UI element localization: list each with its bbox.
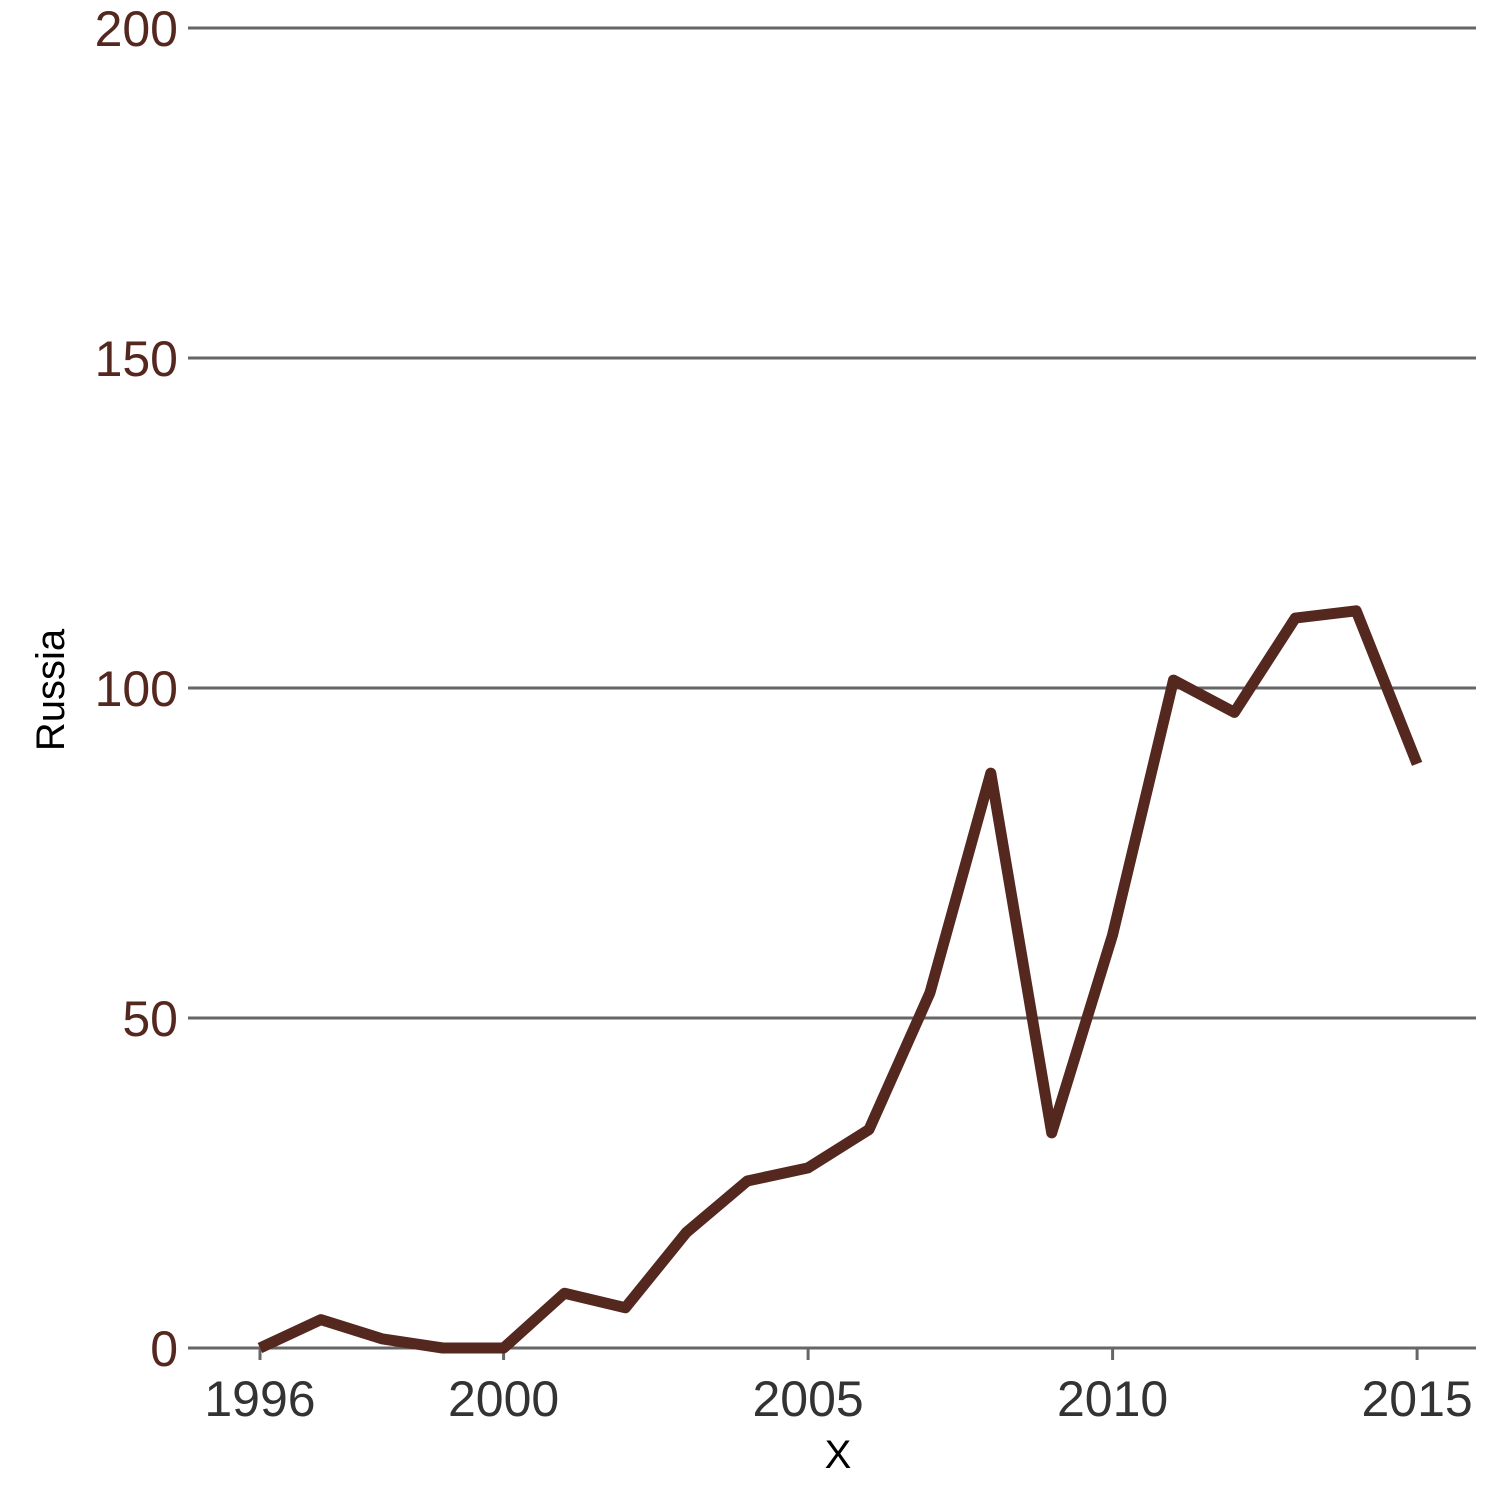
y-axis-title: Russia — [29, 628, 73, 751]
x-tick-label: 2000 — [448, 1371, 559, 1427]
x-axis-title: X — [825, 1433, 852, 1477]
y-tick-label: 100 — [95, 661, 178, 717]
series-line — [257, 605, 1423, 1354]
x-tick-label: 2010 — [1057, 1371, 1168, 1427]
y-tick-label: 0 — [150, 1321, 178, 1377]
x-tick-label: 2015 — [1361, 1371, 1472, 1427]
x-axis-ticks: 1996 2000 2005 2010 2015 — [204, 1348, 1473, 1427]
series-layer — [257, 605, 1423, 1354]
y-tick-label: 50 — [122, 991, 178, 1047]
y-tick-label: 200 — [95, 1, 178, 57]
x-tick-label: 2005 — [752, 1371, 863, 1427]
y-axis-ticks: 0 50 100 150 200 — [95, 1, 178, 1377]
grid-lines — [188, 26, 1476, 1350]
y-tick-label: 150 — [95, 331, 178, 387]
x-tick-label: 1996 — [204, 1371, 315, 1427]
